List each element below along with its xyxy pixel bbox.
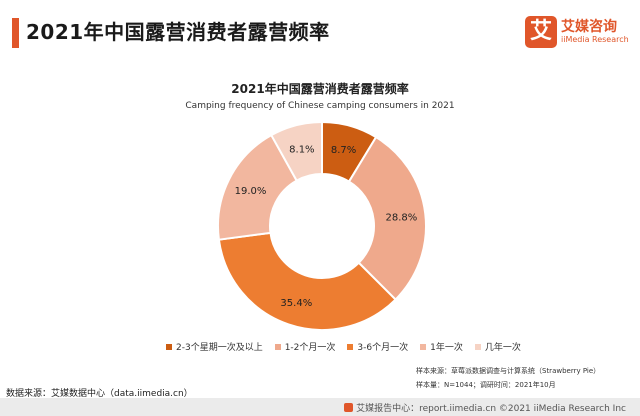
slice-label: 8.1% bbox=[289, 145, 314, 156]
iimedia-logo: 艾 艾媒咨询 iiMedia Research bbox=[525, 14, 637, 54]
slice-label: 8.7% bbox=[331, 145, 356, 156]
legend-swatch bbox=[420, 343, 427, 350]
legend-item: 3-6个月一次 bbox=[347, 340, 408, 353]
logo-name-en: iiMedia Research bbox=[561, 35, 629, 44]
logo-name-cn: 艾媒咨询 bbox=[561, 19, 617, 35]
legend-item: 2-3个星期一次及以上 bbox=[166, 340, 263, 353]
footer-bar: 艾媒报告中心：report.iimedia.cn ©2021 iiMedia R… bbox=[0, 398, 640, 416]
data-source: 数据来源：艾媒数据中心（data.iimedia.cn） bbox=[6, 389, 193, 399]
chart-subtitle: Camping frequency of Chinese camping con… bbox=[185, 101, 455, 111]
title-accent-bar bbox=[12, 18, 19, 48]
legend-swatch bbox=[474, 343, 481, 350]
page-title: 2021年中国露营消费者露营频率 bbox=[26, 20, 330, 44]
legend-item: 1-2个月一次 bbox=[274, 340, 336, 353]
footer-text: 艾媒报告中心：report.iimedia.cn ©2021 iiMedia R… bbox=[344, 401, 626, 414]
legend-swatch bbox=[166, 343, 172, 350]
slice-label: 35.4% bbox=[280, 298, 312, 309]
donut-slice bbox=[217, 231, 397, 331]
sample-size-note: 样本量：N=1044；调研时间：2021年10月 bbox=[416, 381, 556, 389]
chart-title: 2021年中国露营消费者露营频率 bbox=[231, 82, 409, 96]
legend-label: 1年一次 bbox=[430, 343, 463, 353]
legend-swatch bbox=[347, 343, 354, 350]
chart-legend: 2-3个星期一次及以上 1-2个月一次 3-6个月一次 1年一次 几年一次 bbox=[166, 340, 521, 353]
legend-label: 2-3个星期一次及以上 bbox=[176, 343, 263, 353]
legend-item: 1年一次 bbox=[420, 340, 463, 353]
logo-badge: 艾 bbox=[525, 16, 557, 48]
legend-label: 1-2个月一次 bbox=[284, 343, 336, 353]
slice-label: 19.0% bbox=[235, 186, 267, 197]
slice-label: 28.8% bbox=[386, 212, 418, 223]
report-center-icon bbox=[344, 403, 354, 412]
legend-label: 3-6个月一次 bbox=[357, 343, 409, 353]
legend-item: 几年一次 bbox=[474, 340, 521, 353]
sample-source-note: 样本来源：草莓派数据调查与计算系统（Strawberry Pie） bbox=[416, 367, 601, 375]
legend-swatch bbox=[274, 343, 281, 350]
donut-slice bbox=[347, 135, 427, 301]
legend-label: 几年一次 bbox=[484, 343, 521, 353]
donut-slice bbox=[269, 120, 323, 182]
footer-label: 艾媒报告中心：report.iimedia.cn ©2021 iiMedia R… bbox=[356, 404, 626, 414]
